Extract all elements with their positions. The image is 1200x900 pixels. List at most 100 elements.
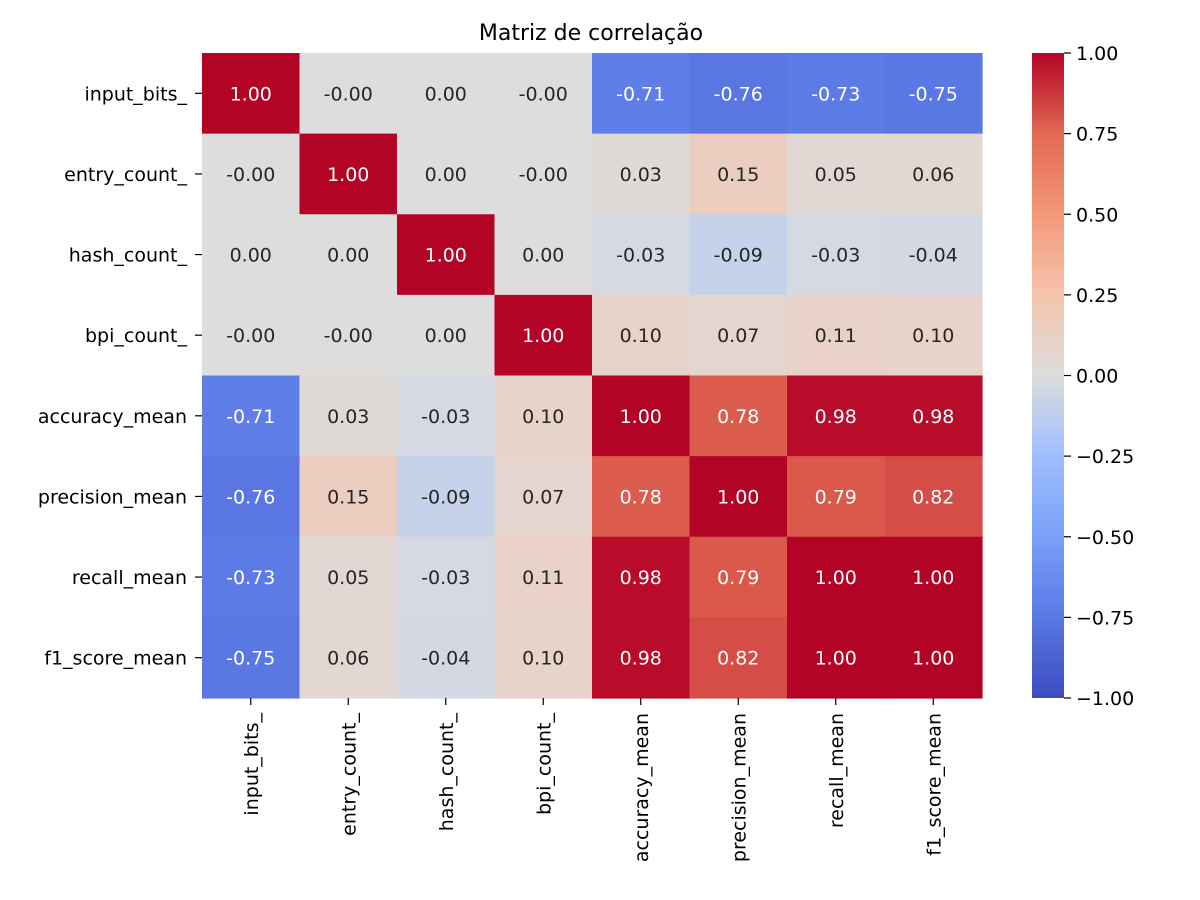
heatmap-cell [202,294,301,377]
heatmap-cell [689,617,788,699]
cell-value-label: 0.00 [327,245,369,267]
cell-value-label: -0.00 [226,325,275,347]
colorbar-tick-label: 0.50 [1076,204,1118,226]
heatmap-cell [787,536,886,618]
cell-value-label: 0.10 [522,648,564,670]
heatmap-cell [202,375,301,457]
x-tick-label: bpi_count_ [533,713,555,816]
heatmap-cell [494,133,593,215]
cell-value-label: -0.71 [226,406,275,428]
cell-value-label: 0.98 [912,406,954,428]
cell-value-label: 0.82 [912,486,954,508]
x-tick-label: recall_mean [826,713,848,828]
heatmap-cell [787,456,886,538]
colorbar [1032,53,1064,698]
cell-value-label: 0.10 [912,325,954,347]
y-tick-label: f1_score_mean [44,648,187,670]
cell-value-label: 0.07 [717,325,759,347]
heatmap-cell [787,53,886,135]
cell-value-label: -0.03 [421,406,470,428]
heatmap-cells [202,53,983,699]
cell-value-label: 0.05 [327,567,369,589]
cell-value-label: 1.00 [912,567,954,589]
colorbar-tick-label: −0.50 [1076,527,1134,549]
heatmap-cell [397,133,496,215]
heatmap-cell [397,53,496,135]
cell-value-label: -0.76 [714,83,763,105]
heatmap-cell [884,617,983,699]
cell-value-label: 0.00 [522,245,564,267]
colorbar-tick-label: 0.25 [1076,285,1118,307]
cell-value-label: -0.09 [714,245,763,267]
heatmap-cell [689,214,788,296]
heatmap-cell [397,456,496,538]
cell-value-label: -0.03 [811,245,860,267]
heatmap-cell [884,375,983,457]
x-tick-label: hash_count_ [436,713,458,832]
heatmap-cell [884,214,983,296]
heatmap-cell [299,375,398,457]
cell-value-label: 0.00 [230,245,272,267]
cell-value-label: 0.06 [912,164,954,186]
heatmap-cell [787,617,886,699]
heatmap-cell [299,456,398,538]
cell-value-label: 1.00 [717,486,759,508]
heatmap-cell [884,133,983,215]
colorbar-ticks: 1.00 0.75 0.50 0.25 0.00 −0.25 −0.50 −0.75 −1.00 [1064,43,1134,710]
cell-value-label: 1.00 [815,567,857,589]
heatmap-cell [689,536,788,618]
cell-value-label: -0.09 [421,486,470,508]
cell-value-label: -0.75 [909,83,958,105]
heatmap-cell [494,536,593,618]
x-tick-label: entry_count_ [338,713,360,836]
cell-value-label: 0.11 [522,567,564,589]
cell-value-label: 0.03 [620,164,662,186]
cell-value-label: 0.10 [620,325,662,347]
heatmap-cell [494,375,593,457]
heatmap-cell [592,456,691,538]
heatmap-cell [592,375,691,457]
heatmap-cell [299,53,398,135]
cell-value-label: 1.00 [522,325,564,347]
cell-value-label: -0.03 [421,567,470,589]
heatmap-cell [202,617,301,699]
heatmap-cell [884,536,983,618]
heatmap-cell [689,133,788,215]
cell-value-label: 0.78 [620,486,662,508]
cell-value-label: 0.78 [717,406,759,428]
cell-value-label: 1.00 [327,164,369,186]
heatmap-cell [787,375,886,457]
heatmap-cell [299,536,398,618]
cell-value-label: -0.00 [519,83,568,105]
cell-value-label: 1.00 [230,83,272,105]
row-labels: input_bits_ entry_count_ hash_count_ bpi_co… [38,83,202,670]
x-tick-label: accuracy_mean [631,713,653,862]
colorbar-tick-label: −0.25 [1076,446,1134,468]
colorbar-tick-label: 0.00 [1076,366,1118,388]
heatmap-cell [884,53,983,135]
x-tick-label: precision_mean [728,713,750,862]
cell-value-label: -0.73 [226,567,275,589]
x-tick-label: input_bits_ [241,713,263,816]
heatmap-cell [202,456,301,538]
heatmap-cell [592,53,691,135]
heatmap-cell [299,294,398,377]
cell-value-label: -0.04 [909,245,958,267]
heatmap-cell [787,133,886,215]
heatmap-cell [787,214,886,296]
chart-title: Matriz de correlação [479,21,703,46]
cell-value-label: 0.98 [620,648,662,670]
heatmap-cell [592,133,691,215]
cell-value-label: 0.98 [815,406,857,428]
heatmap-cell [299,214,398,296]
heatmap-cell [494,214,593,296]
x-tick-label: f1_score_mean [923,713,945,856]
heatmap-cell [397,375,496,457]
colorbar-tick-label: −1.00 [1076,688,1134,710]
cell-value-label: 0.05 [815,164,857,186]
cell-value-label: 0.06 [327,648,369,670]
heatmap-cell [494,617,593,699]
heatmap-cell [592,214,691,296]
cell-value-label: -0.75 [226,648,275,670]
